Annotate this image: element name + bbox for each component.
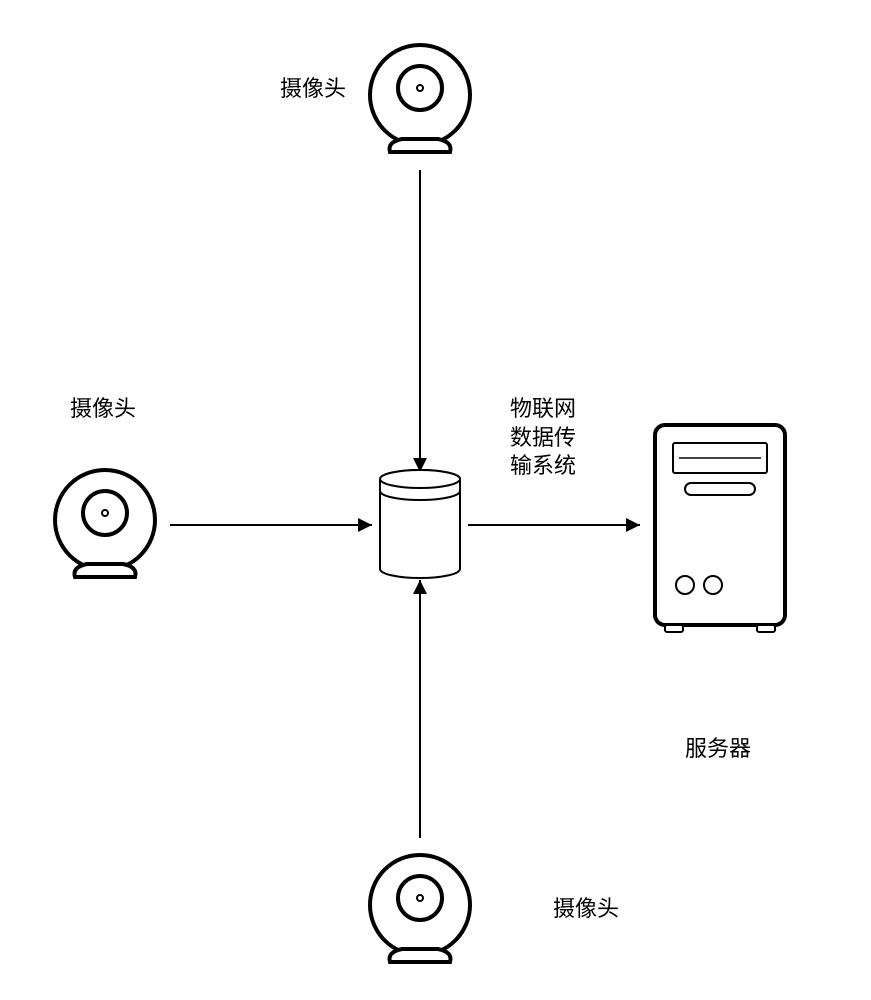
network-diagram [0,0,871,1000]
cam_top-icon [370,45,470,152]
db-icon [380,470,460,578]
server-label: 服务器 [685,735,751,764]
camera-top-label: 摄像头 [280,75,346,104]
cam_bottom-icon [370,855,470,962]
center-label: 物联网 数据传 输系统 [510,395,576,481]
cam_left-icon [55,470,155,577]
server-icon [655,425,785,632]
camera-bottom-label: 摄像头 [553,895,619,924]
camera-left-label: 摄像头 [70,395,136,424]
